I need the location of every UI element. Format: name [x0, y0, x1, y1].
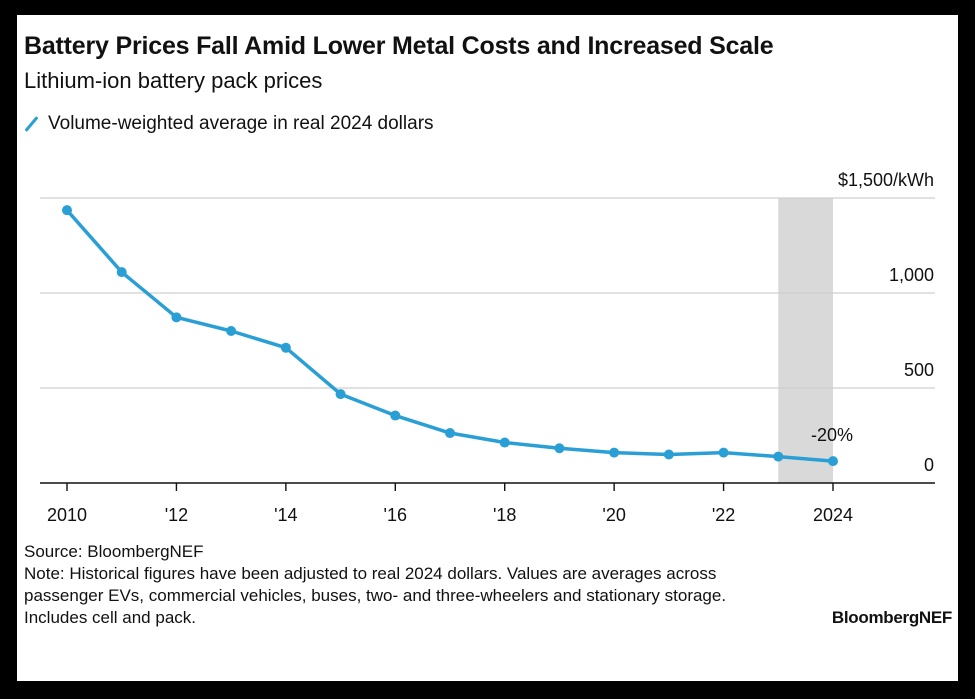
legend: Volume-weighted average in real 2024 dol… [24, 113, 434, 135]
data-point [226, 326, 237, 336]
data-point [499, 437, 510, 448]
data-point [718, 447, 729, 458]
data-point [609, 447, 620, 458]
x-tick-label: 2024 [813, 505, 853, 525]
x-tick-label: '22 [712, 505, 735, 525]
data-point [280, 342, 291, 353]
source-note: Source: BloombergNEF [24, 542, 204, 561]
change-annotation: -20% [811, 425, 853, 445]
data-point [390, 410, 401, 421]
legend-label: Volume-weighted average in real 2024 dol… [48, 113, 434, 134]
chart-footer: Source: BloombergNEF Note: Historical fi… [24, 541, 744, 629]
data-point [335, 389, 346, 400]
data-point [773, 451, 784, 462]
highlight-band [778, 198, 833, 483]
x-tick-label: 2010 [47, 505, 87, 525]
y-tick-label: 0 [924, 455, 934, 475]
data-point [171, 312, 182, 323]
y-tick-label: 1,000 [889, 265, 934, 285]
y-tick-label: 500 [904, 360, 934, 380]
data-point [828, 456, 838, 467]
x-tick-label: '20 [602, 505, 625, 525]
x-tick-label: '16 [384, 505, 407, 525]
data-point [663, 449, 674, 460]
data-point [62, 205, 72, 216]
x-tick-label: '12 [165, 505, 188, 525]
x-tick-label: '14 [274, 505, 297, 525]
chart-title: Battery Prices Fall Amid Lower Metal Cos… [24, 32, 774, 60]
data-point [445, 428, 455, 439]
chart-subtitle: Lithium-ion battery pack prices [24, 68, 323, 93]
y-tick-label: $1,500/kWh [838, 170, 934, 190]
x-tick-label: '18 [493, 505, 516, 525]
data-point [554, 443, 565, 454]
methodology-note: Note: Historical figures have been adjus… [24, 564, 727, 627]
brand-logo-text: BloombergNEF [831, 608, 952, 627]
series-line [65, 208, 835, 463]
data-point [116, 267, 127, 278]
